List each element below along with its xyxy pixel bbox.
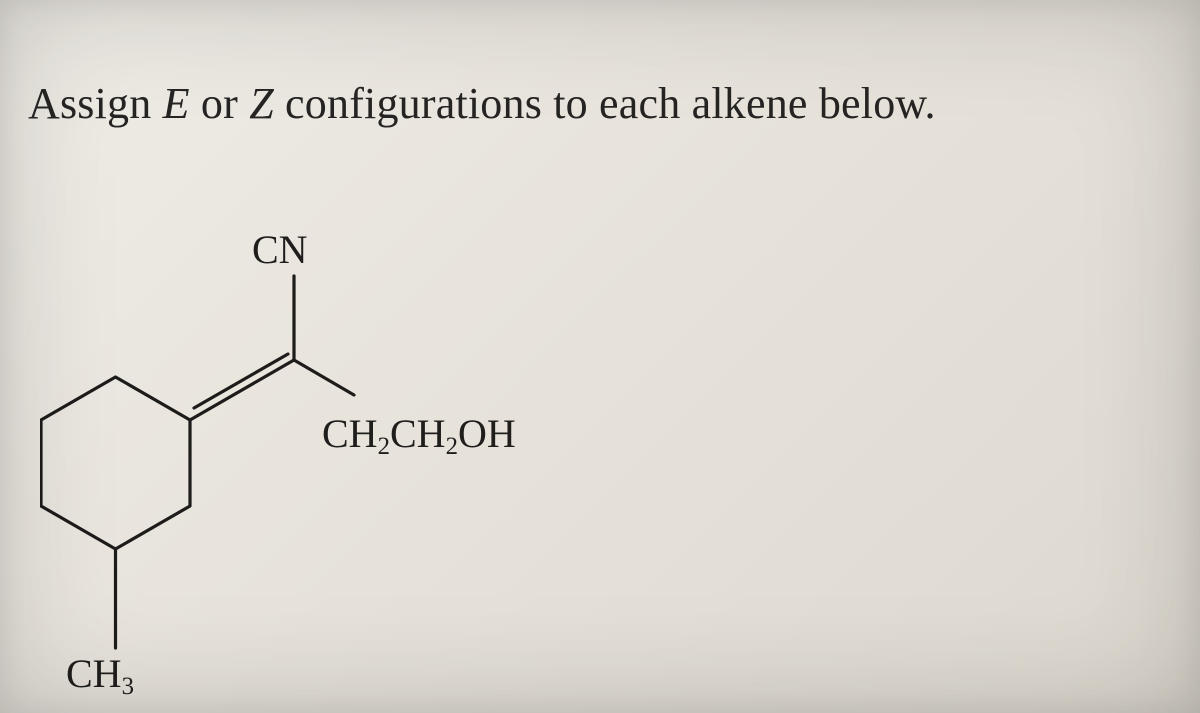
label-ch3: CH3 — [66, 654, 134, 694]
prompt-E: E — [163, 79, 190, 128]
prompt-text-pre: Assign — [28, 79, 163, 128]
label-cn: CN — [252, 230, 308, 270]
double-bond-outer — [190, 360, 294, 420]
label-ch2ch2oh: CH2CH2OH — [322, 414, 516, 454]
question-prompt: Assign E or Z configurations to each alk… — [28, 78, 936, 129]
bond-to-ch2ch2oh — [294, 360, 354, 395]
double-bond-inner — [194, 354, 288, 408]
prompt-Z: Z — [249, 79, 274, 128]
prompt-text-mid: or — [190, 79, 249, 128]
prompt-text-post: configurations to each alkene below. — [274, 79, 936, 128]
cyclohexane-ring — [41, 377, 190, 549]
alkene-structure-diagram: CN CH2CH2OH CH3 — [40, 210, 740, 690]
page: Assign E or Z configurations to each alk… — [0, 0, 1200, 713]
